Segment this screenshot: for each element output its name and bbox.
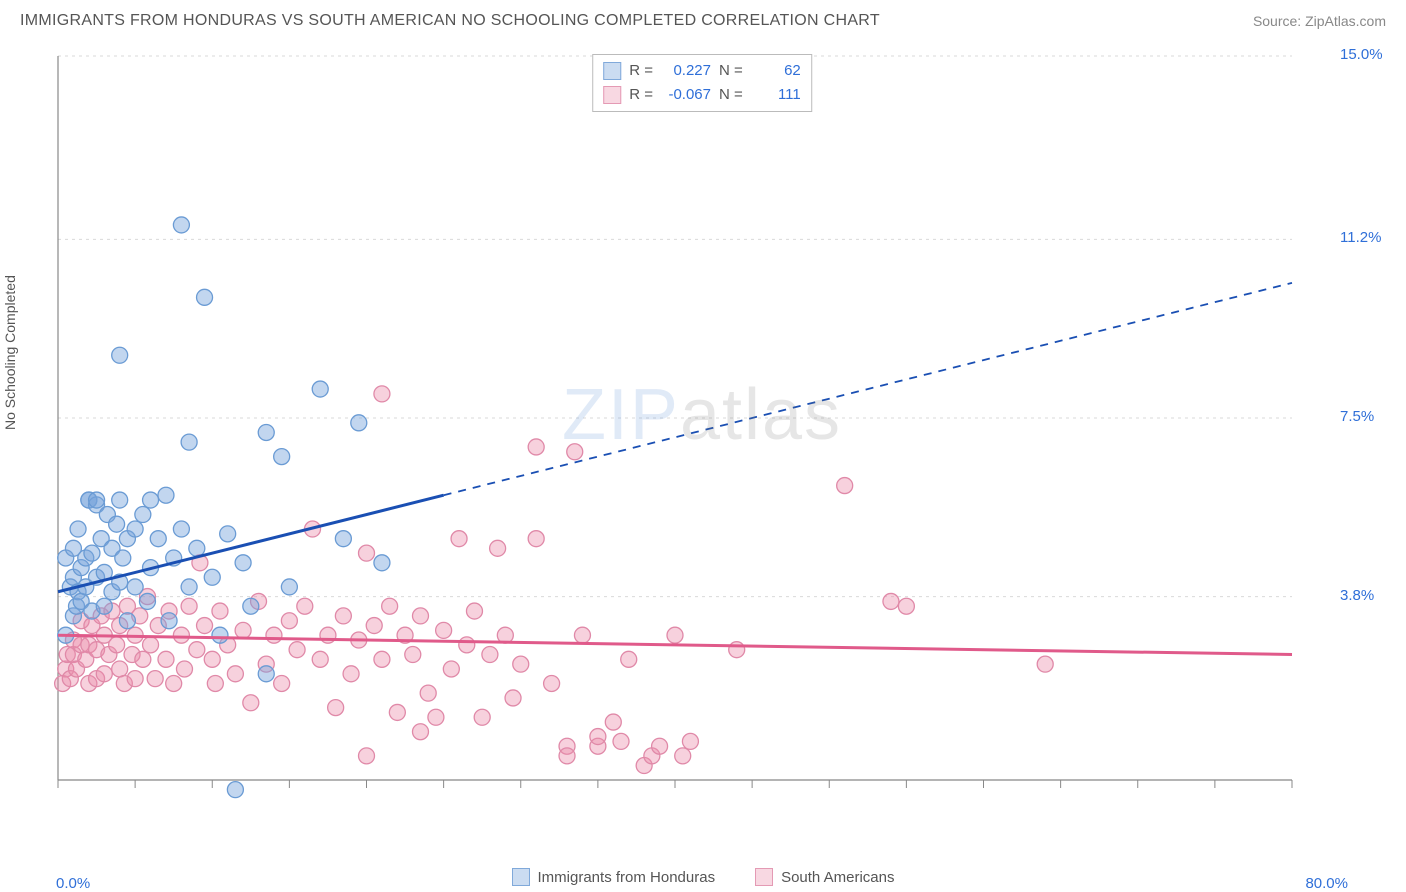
correlation-row-series-0: R = 0.227 N = 62 (603, 59, 801, 83)
n-label: N = (719, 59, 743, 83)
chart-header: IMMIGRANTS FROM HONDURAS VS SOUTH AMERIC… (0, 0, 1406, 38)
legend-item-series-0: Immigrants from Honduras (512, 868, 716, 886)
legend-label-series-0: Immigrants from Honduras (538, 869, 716, 886)
correlation-row-series-1: R = -0.067 N = 111 (603, 83, 801, 107)
n-value-series-1: 111 (751, 83, 801, 107)
legend-item-series-1: South Americans (755, 868, 894, 886)
r-label: R = (629, 83, 653, 107)
y-axis-label: No Schooling Completed (2, 275, 18, 430)
series-legend: Immigrants from Honduras South Americans (0, 868, 1406, 886)
y-tick-label: 3.8% (1340, 587, 1400, 604)
r-value-series-1: -0.067 (661, 83, 711, 107)
y-tick-label: 15.0% (1340, 46, 1400, 63)
chart-title: IMMIGRANTS FROM HONDURAS VS SOUTH AMERIC… (20, 12, 880, 30)
n-label: N = (719, 83, 743, 107)
chart-plot-area: ZIPatlas R = 0.227 N = 62 R = -0.067 N =… (52, 50, 1352, 810)
swatch-series-1 (755, 868, 773, 886)
y-tick-label: 7.5% (1340, 408, 1400, 425)
r-value-series-0: 0.227 (661, 59, 711, 83)
swatch-series-0 (512, 868, 530, 886)
r-label: R = (629, 59, 653, 83)
correlation-legend-box: R = 0.227 N = 62 R = -0.067 N = 111 (592, 54, 812, 112)
scatter-plot-svg (52, 50, 1352, 810)
y-tick-label: 11.2% (1340, 229, 1400, 246)
swatch-series-0 (603, 62, 621, 80)
swatch-series-1 (603, 86, 621, 104)
n-value-series-0: 62 (751, 59, 801, 83)
legend-label-series-1: South Americans (781, 869, 894, 886)
chart-source: Source: ZipAtlas.com (1253, 13, 1386, 29)
